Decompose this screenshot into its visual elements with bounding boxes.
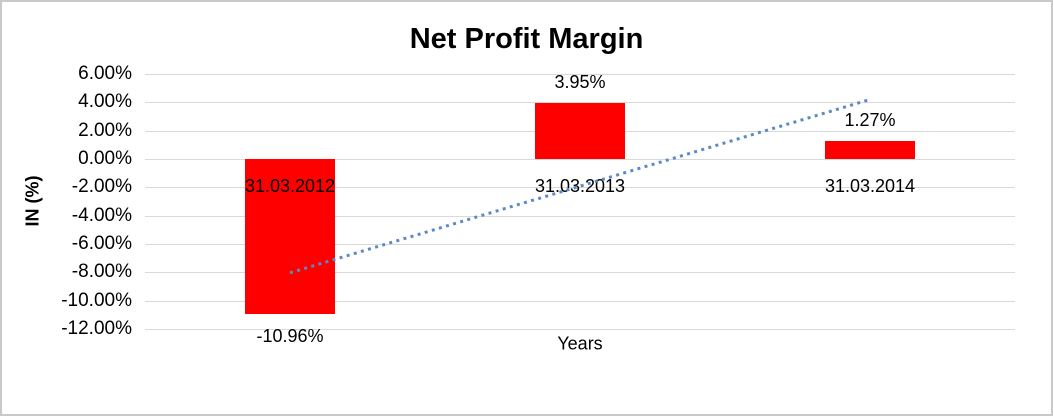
bar-value-label: 1.27%: [844, 109, 896, 130]
gridline: [145, 300, 1015, 302]
gridline: [145, 272, 1015, 274]
bar-value-label: -10.96%: [256, 326, 324, 347]
y-axis-tick-label: -6.00%: [71, 233, 132, 254]
y-axis-tick-label: 0.00%: [78, 148, 132, 169]
y-axis-tick-label: 6.00%: [78, 63, 132, 84]
bar-value-label: 3.95%: [554, 71, 606, 92]
x-axis-title: Years: [557, 333, 603, 354]
y-axis-tick-label: -2.00%: [71, 176, 132, 198]
chart-title: Net Profit Margin: [409, 23, 644, 55]
x-axis-category-label: 31.03.2014: [824, 176, 916, 196]
x-axis-category-label: 31.03.2012: [244, 176, 336, 196]
y-axis-tick-label: 2.00%: [78, 119, 132, 141]
gridline: [145, 329, 1015, 330]
gridline: [145, 102, 1015, 104]
gridline: [145, 187, 1015, 189]
bar: [825, 141, 915, 159]
y-axis-tick-label: 4.00%: [78, 91, 132, 113]
y-axis-tick-label: -10.00%: [61, 289, 132, 311]
y-axis-tick-label: -4.00%: [71, 204, 132, 226]
plot-area: 31.03.2012 -10.96% 31.03.2013 3.95% 31.03.20…: [145, 71, 1015, 346]
y-axis-tick-label: -8.00%: [71, 261, 132, 283]
trendline: [289, 98, 871, 275]
gridline: [145, 244, 1015, 245]
gridline: [145, 74, 1015, 75]
gridline: [145, 159, 1015, 160]
bar: [535, 103, 625, 159]
gridline: [145, 215, 1015, 217]
bar: [245, 159, 335, 315]
x-axis-category-label: 31.03.2013: [534, 176, 626, 196]
y-axis-tick-label: -12.00%: [61, 318, 132, 339]
